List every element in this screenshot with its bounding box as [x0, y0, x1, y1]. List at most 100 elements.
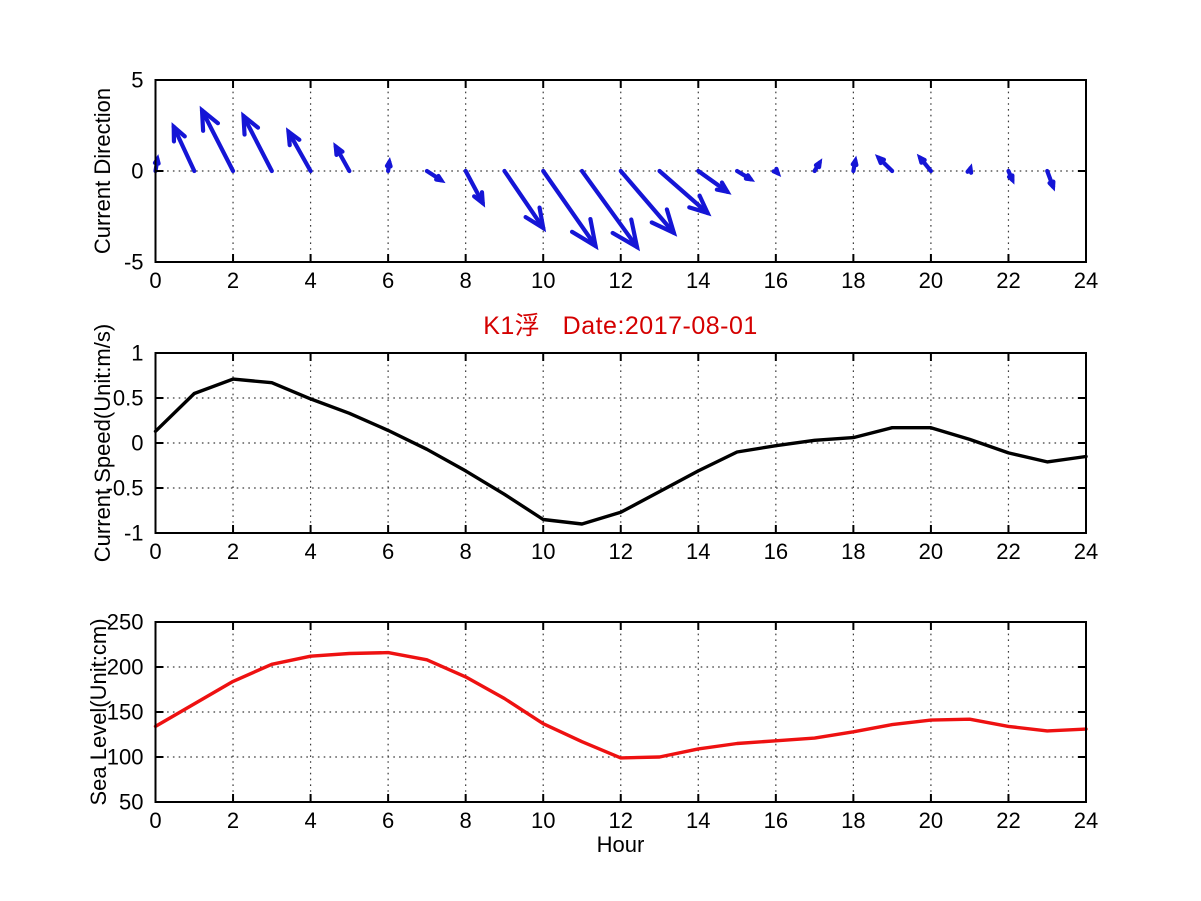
- arrow-head: [241, 111, 261, 137]
- x-tick-label: 6: [382, 268, 394, 293]
- quiver-arrow: [657, 168, 712, 217]
- arrow-shaft: [541, 168, 598, 249]
- x-tick-label: 0: [149, 808, 161, 833]
- quiver-arrow: [463, 168, 486, 208]
- arrow-head: [569, 216, 599, 251]
- y-tick-label: 1: [131, 341, 143, 366]
- y-tick-label: 100: [107, 745, 144, 770]
- x-tick-label: 8: [460, 539, 472, 564]
- x-tick-label: 18: [841, 268, 865, 293]
- arrow-head: [1047, 179, 1056, 192]
- arrow-head: [874, 154, 887, 166]
- quiver-arrow: [285, 127, 313, 174]
- arrow-head: [687, 193, 712, 217]
- x-tick-label: 6: [382, 539, 394, 564]
- quiver-arrow: [424, 168, 446, 184]
- current-speed-series-line: [153, 377, 1088, 526]
- arrow-head: [1006, 173, 1015, 185]
- arrow-shaft: [579, 168, 640, 250]
- x-tick-label: 22: [996, 268, 1020, 293]
- arrow-shaft: [463, 168, 485, 206]
- quiver-arrow: [812, 158, 823, 174]
- y-tick-label: 5: [131, 68, 143, 93]
- quiver-arrow: [916, 153, 934, 174]
- quiver-arrow: [333, 142, 352, 174]
- arrow-head: [171, 122, 187, 144]
- quiver-arrow: [384, 156, 393, 174]
- arrow-head: [610, 217, 641, 252]
- x-tick-label: 0: [149, 268, 161, 293]
- arrow-head: [285, 127, 302, 148]
- quiver-arrow: [734, 168, 756, 182]
- arrow-shaft: [502, 168, 546, 231]
- arrow-head: [384, 156, 393, 169]
- x-tick-label: 10: [531, 268, 555, 293]
- quiver-arrow: [850, 155, 859, 174]
- x-tick-label: 20: [919, 268, 943, 293]
- x-tick-label: 10: [531, 539, 555, 564]
- quiver-arrow: [965, 163, 974, 175]
- x-tick-label: 14: [686, 808, 710, 833]
- x-tick-label: 16: [764, 808, 788, 833]
- x-tick-label: 12: [609, 539, 633, 564]
- x-tick-label: 14: [686, 539, 710, 564]
- arrow-head: [434, 173, 446, 184]
- x-tick-label: 12: [609, 808, 633, 833]
- y-tick-label: 250: [107, 610, 144, 635]
- chart-title: K1浮 Date:2017-08-01: [483, 312, 758, 340]
- x-axis-label: Hour: [596, 832, 645, 857]
- quiver-arrow: [171, 122, 197, 174]
- x-tick-label: 16: [764, 539, 788, 564]
- sea-level-series-line: [153, 650, 1088, 760]
- arrow-head: [649, 207, 678, 237]
- x-tick-label: 14: [686, 268, 710, 293]
- x-tick-label: 2: [227, 539, 239, 564]
- quiver-arrow: [874, 154, 895, 174]
- x-tick-label: 20: [919, 808, 943, 833]
- x-tick-label: 0: [149, 539, 161, 564]
- y-tick-label: 0: [131, 159, 143, 184]
- y-tick-label: 200: [107, 655, 144, 680]
- y-tick-label: 150: [107, 700, 144, 725]
- x-tick-label: 20: [919, 539, 943, 564]
- quiver-arrow: [541, 168, 599, 251]
- x-tick-label: 2: [227, 808, 239, 833]
- axes-border: [154, 352, 1087, 534]
- arrow-shaft: [286, 129, 313, 174]
- y-tick-label: -5: [124, 250, 144, 275]
- arrow-head: [916, 153, 927, 165]
- arrow-head: [333, 142, 345, 158]
- quiver-arrow: [696, 168, 732, 195]
- axes-border: [154, 621, 1087, 803]
- x-tick-label: 24: [1074, 268, 1098, 293]
- y-tick-label: 0.5: [113, 386, 144, 411]
- x-tick-label: 8: [460, 268, 472, 293]
- quiver-arrow: [1006, 168, 1015, 185]
- y-tick-label: 50: [119, 790, 143, 815]
- x-tick-label: 8: [460, 808, 472, 833]
- x-tick-label: 10: [531, 808, 555, 833]
- x-tick-label: 4: [304, 268, 316, 293]
- x-tick-label: 18: [841, 539, 865, 564]
- arrow-shaft: [171, 124, 197, 174]
- x-tick-label: 18: [841, 808, 865, 833]
- arrow-head: [965, 163, 974, 175]
- arrow-head: [850, 155, 859, 168]
- arrow-head: [523, 205, 547, 233]
- arrow-head: [813, 158, 823, 170]
- x-tick-label: 22: [996, 539, 1020, 564]
- arrow-shaft: [241, 113, 274, 174]
- y-tick-label: -0.5: [106, 476, 144, 501]
- arrow-head: [743, 173, 756, 182]
- quiver-arrow: [241, 111, 274, 174]
- x-tick-label: 12: [609, 268, 633, 293]
- x-tick-label: 4: [304, 808, 316, 833]
- arrow-head: [771, 166, 782, 178]
- x-tick-label: 16: [764, 268, 788, 293]
- x-tick-label: 2: [227, 268, 239, 293]
- x-tick-label: 24: [1074, 808, 1098, 833]
